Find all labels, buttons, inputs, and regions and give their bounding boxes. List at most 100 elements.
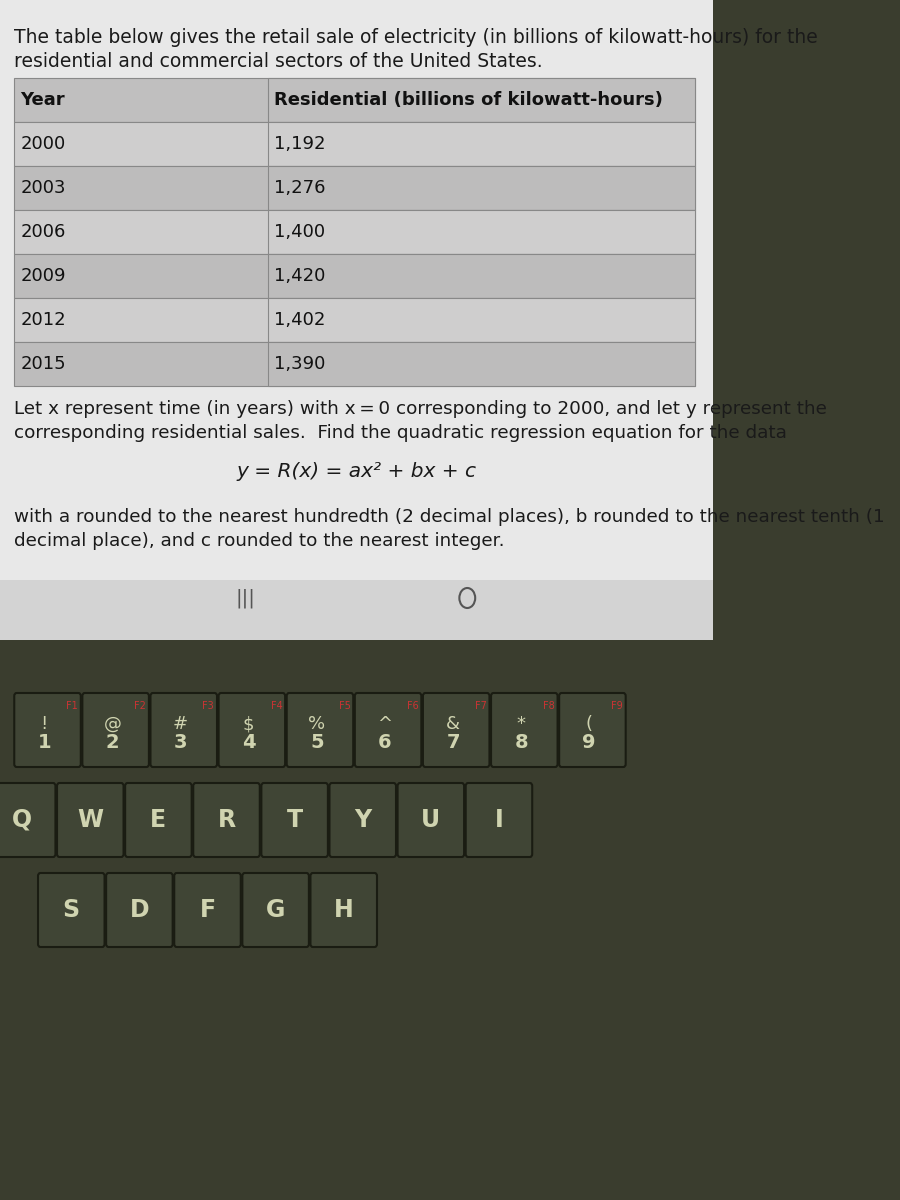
Bar <box>14 166 696 210</box>
Text: F: F <box>200 898 216 922</box>
Text: U: U <box>421 808 440 832</box>
FancyBboxPatch shape <box>398 782 464 857</box>
Text: %: % <box>308 715 326 733</box>
Text: F4: F4 <box>271 701 283 710</box>
Text: $: $ <box>243 715 255 733</box>
FancyBboxPatch shape <box>329 782 396 857</box>
Text: 7: 7 <box>446 732 460 751</box>
Text: 2003: 2003 <box>21 179 66 197</box>
FancyBboxPatch shape <box>150 692 217 767</box>
Text: 5: 5 <box>310 732 324 751</box>
FancyBboxPatch shape <box>287 692 353 767</box>
Bar <box>267 210 696 254</box>
Bar <box>14 210 696 254</box>
Bar <box>267 298 696 342</box>
Text: residential and commercial sectors of the United States.: residential and commercial sectors of th… <box>14 52 543 71</box>
FancyBboxPatch shape <box>194 782 260 857</box>
Text: |||: ||| <box>236 588 256 607</box>
Text: corresponding residential sales.  Find the quadratic regression equation for the: corresponding residential sales. Find th… <box>14 424 788 442</box>
Text: y = R(x) = ax² + bx + c: y = R(x) = ax² + bx + c <box>237 462 476 481</box>
Text: 1,192: 1,192 <box>274 134 326 152</box>
Text: decimal place), and c rounded to the nearest integer.: decimal place), and c rounded to the nea… <box>14 532 505 550</box>
Text: 2015: 2015 <box>21 355 67 373</box>
Text: S: S <box>63 898 80 922</box>
Text: Y: Y <box>354 808 372 832</box>
Text: #: # <box>173 715 188 733</box>
FancyBboxPatch shape <box>242 874 309 947</box>
Bar <box>14 254 696 298</box>
FancyBboxPatch shape <box>125 782 192 857</box>
FancyBboxPatch shape <box>559 692 626 767</box>
Text: F7: F7 <box>475 701 487 710</box>
Text: ^: ^ <box>377 715 392 733</box>
Text: Year: Year <box>21 91 65 109</box>
Text: 1: 1 <box>38 732 51 751</box>
Text: 4: 4 <box>242 732 256 751</box>
Bar <box>14 122 696 166</box>
Text: The table below gives the retail sale of electricity (in billions of kilowatt-ho: The table below gives the retail sale of… <box>14 28 818 47</box>
FancyBboxPatch shape <box>261 782 328 857</box>
FancyBboxPatch shape <box>175 874 241 947</box>
FancyBboxPatch shape <box>57 782 123 857</box>
Text: Q: Q <box>12 808 32 832</box>
FancyBboxPatch shape <box>83 692 148 767</box>
Text: 1,390: 1,390 <box>274 355 326 373</box>
Text: 2012: 2012 <box>21 311 67 329</box>
Text: 2: 2 <box>105 732 120 751</box>
Text: 1,402: 1,402 <box>274 311 326 329</box>
Text: !: ! <box>40 715 48 733</box>
Bar <box>267 78 696 122</box>
FancyBboxPatch shape <box>355 692 421 767</box>
Text: 6: 6 <box>378 732 392 751</box>
Text: 2000: 2000 <box>21 134 66 152</box>
Text: 8: 8 <box>514 732 528 751</box>
Bar <box>14 78 696 122</box>
Text: I: I <box>495 808 503 832</box>
Text: 2006: 2006 <box>21 223 66 241</box>
Text: (: ( <box>586 715 593 733</box>
Text: 3: 3 <box>174 732 187 751</box>
Text: D: D <box>130 898 149 922</box>
FancyBboxPatch shape <box>491 692 558 767</box>
Bar <box>0 650 713 1200</box>
Text: G: G <box>266 898 285 922</box>
Text: with a rounded to the nearest hundredth (2 decimal places), b rounded to the nea: with a rounded to the nearest hundredth … <box>14 508 885 526</box>
Bar <box>14 342 696 386</box>
Text: F8: F8 <box>543 701 554 710</box>
Text: 1,420: 1,420 <box>274 266 326 284</box>
Text: T: T <box>286 808 302 832</box>
Bar <box>267 254 696 298</box>
Text: 1,400: 1,400 <box>274 223 325 241</box>
Text: @: @ <box>104 715 122 733</box>
Text: F2: F2 <box>134 701 146 710</box>
Text: F1: F1 <box>67 701 78 710</box>
FancyBboxPatch shape <box>106 874 173 947</box>
FancyBboxPatch shape <box>0 782 56 857</box>
Bar <box>14 298 696 342</box>
Text: H: H <box>334 898 354 922</box>
Text: 2009: 2009 <box>21 266 66 284</box>
Text: 1,276: 1,276 <box>274 179 326 197</box>
Text: W: W <box>77 808 104 832</box>
FancyBboxPatch shape <box>38 874 104 947</box>
FancyBboxPatch shape <box>423 692 490 767</box>
FancyBboxPatch shape <box>465 782 532 857</box>
Text: F5: F5 <box>338 701 350 710</box>
Bar <box>0 580 713 640</box>
Text: *: * <box>517 715 526 733</box>
Text: R: R <box>218 808 236 832</box>
FancyBboxPatch shape <box>219 692 285 767</box>
Text: &: & <box>446 715 460 733</box>
Bar <box>0 0 713 640</box>
Text: F3: F3 <box>202 701 214 710</box>
FancyBboxPatch shape <box>310 874 377 947</box>
Bar <box>267 342 696 386</box>
Text: F9: F9 <box>611 701 623 710</box>
Bar <box>267 166 696 210</box>
Text: Residential (billions of kilowatt-hours): Residential (billions of kilowatt-hours) <box>274 91 663 109</box>
FancyBboxPatch shape <box>14 692 81 767</box>
Text: 9: 9 <box>582 732 596 751</box>
Bar <box>267 122 696 166</box>
Text: E: E <box>150 808 166 832</box>
Text: Let x represent time (in years) with x = 0 corresponding to 2000, and let y repr: Let x represent time (in years) with x =… <box>14 400 827 418</box>
